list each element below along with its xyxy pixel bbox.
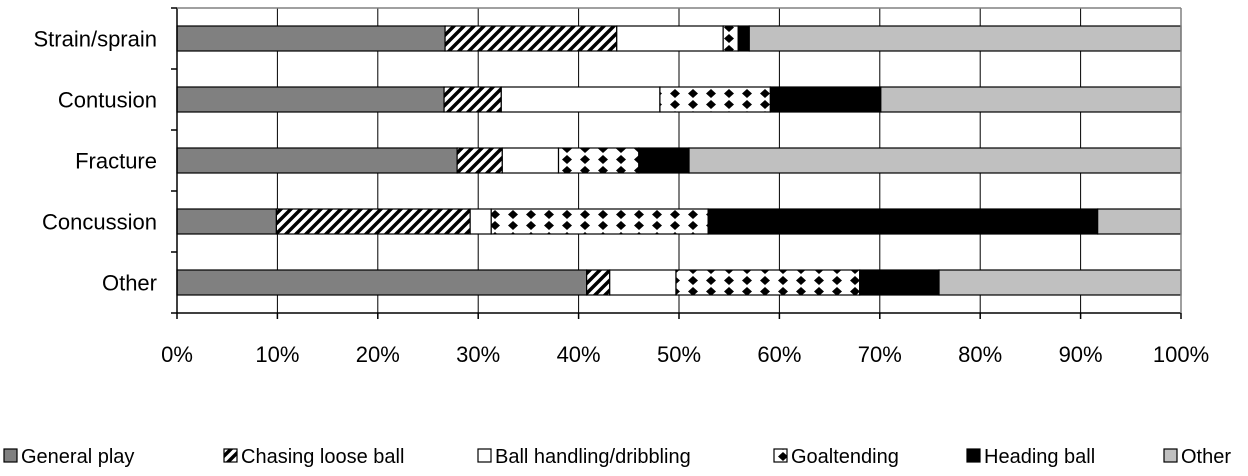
x-tick-label: 0% [161, 342, 193, 367]
bar-segment [638, 147, 690, 174]
bar-segment [859, 269, 940, 296]
bar-segment [938, 269, 1182, 296]
bar-segment [737, 25, 750, 52]
bar-segment [443, 86, 502, 113]
legend-label: Goaltending [791, 446, 899, 468]
x-tick-label: 10% [255, 342, 299, 367]
x-tick-label: 20% [356, 342, 400, 367]
legend-label: Chasing loose ball [241, 446, 404, 468]
x-tick-label: 40% [557, 342, 601, 367]
category-label: Strain/sprain [33, 27, 157, 52]
bar-segment [722, 25, 739, 52]
bar-segment [176, 25, 446, 52]
bar-segment [557, 147, 640, 174]
x-tick-label: 30% [456, 342, 500, 367]
legend-label: Heading ball [984, 446, 1095, 468]
bar-segment [586, 269, 611, 296]
bar-segment [501, 147, 560, 174]
bar-segment [275, 208, 471, 235]
x-tick-label: 70% [858, 342, 902, 367]
category-label: Fracture [75, 149, 157, 174]
legend-swatch [477, 448, 492, 463]
bar-segment [469, 208, 492, 235]
legend-swatch [3, 448, 18, 463]
category-label: Contusion [58, 88, 157, 113]
x-tick-label: 80% [958, 342, 1002, 367]
bar-segment [659, 86, 771, 113]
bar-segment [609, 269, 677, 296]
bar-segment [748, 25, 1182, 52]
bar-segment [176, 269, 588, 296]
legend-label: Other [1181, 446, 1231, 468]
bar-segment [176, 147, 458, 174]
bar-segment [688, 147, 1182, 174]
bar-segment [675, 269, 861, 296]
legend-swatch [773, 448, 788, 463]
bar-segment [176, 86, 445, 113]
bar-segment [500, 86, 661, 113]
bar-segment [707, 208, 1099, 235]
bar-segment [1097, 208, 1182, 235]
bar-segment [616, 25, 724, 52]
bar-segment [769, 86, 882, 113]
category-labels: Strain/sprain Contusion Fracture Concussion… [33, 27, 157, 296]
bars [176, 25, 1182, 296]
legend: General play Chasing loose ball Ball handl… [3, 446, 1231, 468]
x-tick-labels: 0% 10% 20% 30% 40% 50% 60% 70% 80% 90% 100% [161, 342, 1209, 367]
legend-swatch [966, 448, 981, 463]
x-tick-label: 100% [1153, 342, 1209, 367]
x-tick-label: 90% [1059, 342, 1103, 367]
legend-swatch [1163, 448, 1178, 463]
x-tick-label: 50% [657, 342, 701, 367]
axes [171, 7, 1182, 319]
category-label: Concussion [42, 210, 157, 235]
x-tick-label: 60% [757, 342, 801, 367]
bar-segment [176, 208, 277, 235]
legend-label: Ball handling/dribbling [495, 446, 691, 468]
bar-segment [444, 25, 618, 52]
legend-label: General play [21, 446, 134, 468]
bar-segment [490, 208, 709, 235]
category-label: Other [102, 271, 157, 296]
bar-segment [456, 147, 503, 174]
bar-segment [880, 86, 1182, 113]
legend-swatch [223, 448, 238, 463]
